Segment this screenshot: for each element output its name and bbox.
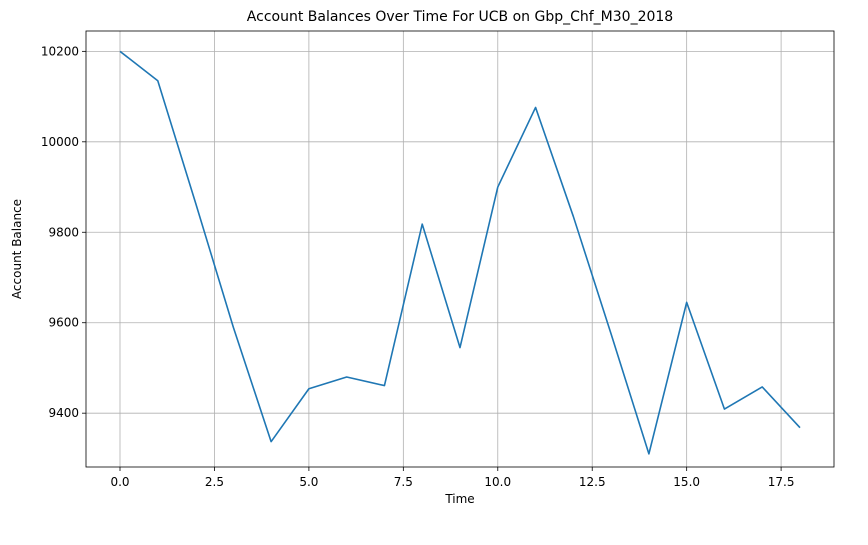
x-tick-label: 15.0 xyxy=(673,475,700,489)
y-tick-label: 9400 xyxy=(48,406,79,420)
x-tick-label: 17.5 xyxy=(768,475,795,489)
chart-title: Account Balances Over Time For UCB on Gb… xyxy=(247,9,673,25)
x-tick-label: 5.0 xyxy=(299,475,318,489)
series-line xyxy=(119,50,801,455)
grid xyxy=(86,31,834,467)
y-tick-label: 10000 xyxy=(41,135,79,149)
x-tick-label: 2.5 xyxy=(205,475,224,489)
y-tick-label: 10200 xyxy=(41,44,79,58)
x-tick-label: 10.0 xyxy=(484,475,511,489)
x-tick-label: 0.0 xyxy=(110,475,129,489)
axes-frame xyxy=(85,30,835,468)
y-axis-label: Account Balance xyxy=(10,199,24,299)
y-tick-label: 9600 xyxy=(48,316,79,330)
y-tick-label: 9800 xyxy=(48,225,79,239)
ticks: 0.0 2.5 5.0 7.5 10.0 12.5 15.0 17.5 9400 9600 9800… xyxy=(41,44,795,489)
x-tick-label: 7.5 xyxy=(394,475,413,489)
x-tick-label: 12.5 xyxy=(579,475,606,489)
series-layer xyxy=(119,50,801,455)
x-axis-label: Time xyxy=(444,492,474,506)
